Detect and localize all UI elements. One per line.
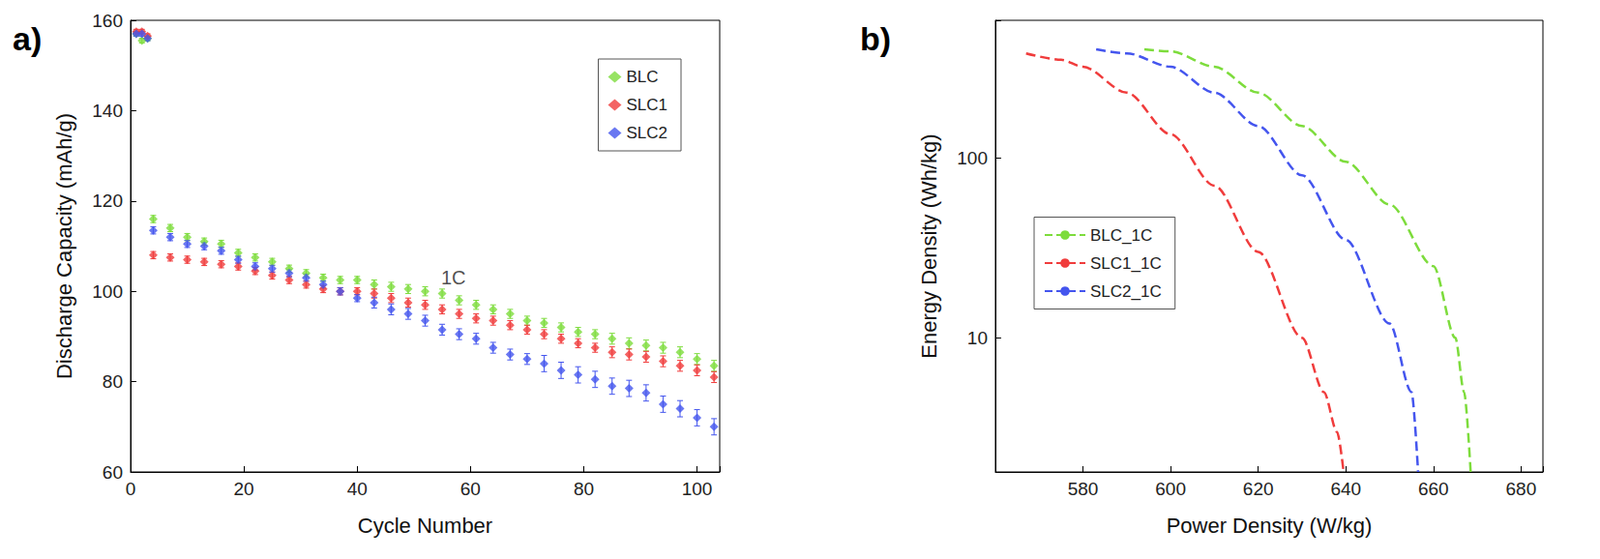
svg-text:160: 160 — [91, 10, 123, 31]
svg-text:SLC1: SLC1 — [625, 95, 668, 115]
svg-text:Power Density (W/kg): Power Density (W/kg) — [1166, 513, 1373, 538]
svg-text:SLC2: SLC2 — [625, 123, 668, 143]
svg-text:Discharge Capacity (mAh/g): Discharge Capacity (mAh/g) — [52, 113, 77, 380]
svg-text:BLC: BLC — [625, 67, 658, 87]
svg-text:60: 60 — [460, 478, 481, 500]
svg-text:80: 80 — [573, 478, 594, 500]
svg-text:120: 120 — [91, 190, 123, 211]
svg-text:600: 600 — [1155, 478, 1186, 500]
svg-text:100: 100 — [91, 281, 123, 302]
svg-text:SLC1_1C: SLC1_1C — [1090, 254, 1162, 273]
svg-text:680: 680 — [1506, 478, 1538, 500]
svg-text:660: 660 — [1418, 478, 1450, 500]
svg-text:640: 640 — [1330, 478, 1362, 500]
svg-text:Cycle Number: Cycle Number — [357, 513, 493, 538]
svg-text:BLC_1C: BLC_1C — [1090, 226, 1153, 245]
svg-text:SLC2_1C: SLC2_1C — [1090, 282, 1162, 301]
svg-text:140: 140 — [91, 100, 123, 121]
svg-text:60: 60 — [102, 462, 123, 483]
svg-text:40: 40 — [347, 478, 368, 500]
svg-text:100: 100 — [956, 148, 988, 169]
svg-text:580: 580 — [1067, 478, 1099, 500]
svg-text:10: 10 — [967, 327, 988, 349]
svg-text:620: 620 — [1243, 478, 1275, 500]
svg-text:a): a) — [12, 20, 42, 58]
svg-text:0: 0 — [125, 478, 137, 500]
svg-text:100: 100 — [681, 478, 713, 500]
svg-text:1C: 1C — [441, 266, 467, 289]
svg-text:Energy Density (Wh/kg): Energy Density (Wh/kg) — [917, 133, 942, 358]
svg-text:b): b) — [859, 20, 891, 58]
svg-text:20: 20 — [234, 478, 255, 500]
svg-text:80: 80 — [102, 371, 123, 392]
